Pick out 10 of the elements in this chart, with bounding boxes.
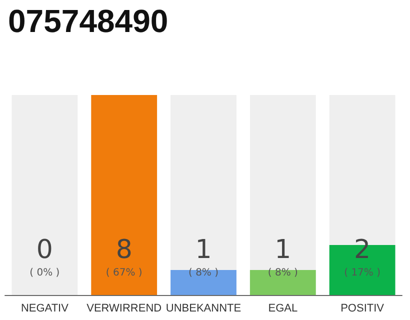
data-label: 1 ( 8% ) (268, 235, 298, 278)
data-label: 0 ( 0% ) (30, 235, 60, 278)
chart-title: 075748490 (8, 3, 168, 39)
x-tick-label: POSITIV (340, 302, 385, 314)
data-label: 8 ( 67% ) (106, 235, 142, 278)
x-tick-label: EGAL (268, 302, 298, 314)
x-tick-label: UNBEKANNTE (166, 302, 242, 314)
data-label: 1 ( 8% ) (188, 235, 219, 278)
x-tick-label: VERWIRREND (86, 302, 162, 314)
x-tick-label: NEGATIV (20, 302, 70, 314)
